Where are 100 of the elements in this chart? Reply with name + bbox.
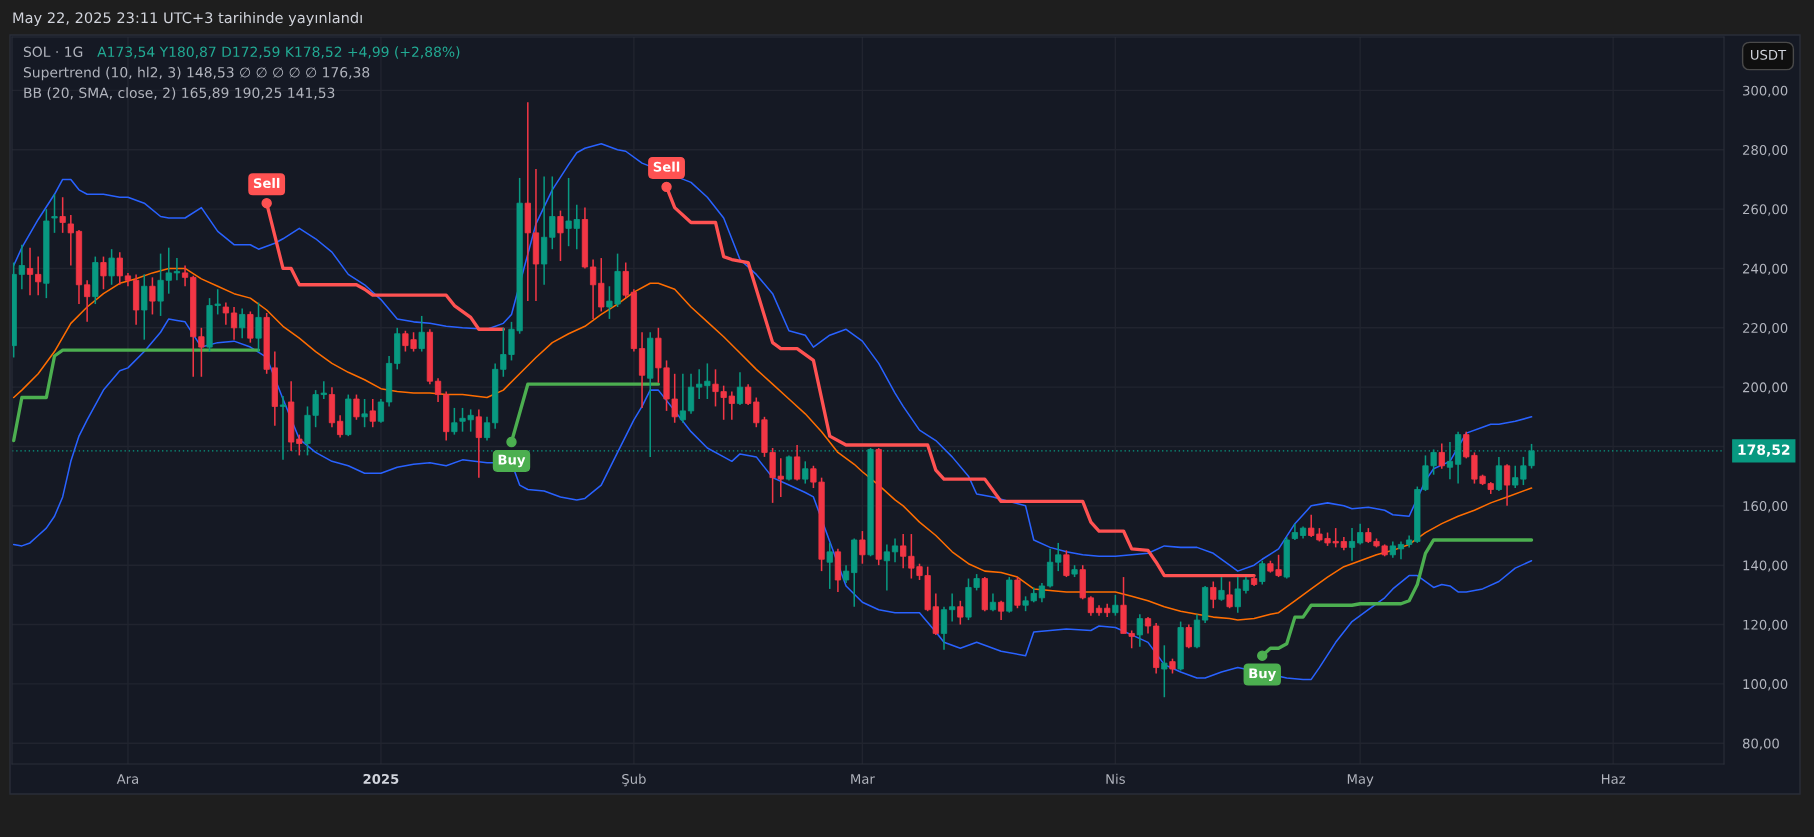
candlestick: [141, 273, 148, 341]
candlestick: [255, 301, 262, 353]
candlestick: [1259, 559, 1266, 586]
candlestick: [108, 248, 115, 286]
candlestick: [598, 257, 605, 313]
candlestick: [247, 310, 254, 344]
y-tick-label: 200,00: [1743, 382, 1788, 394]
annotation: Sell: [253, 177, 280, 189]
y-tick-label: 260,00: [1743, 204, 1788, 216]
candlestick: [418, 315, 425, 353]
y-tick-label: 220,00: [1743, 323, 1788, 335]
candlestick: [1495, 456, 1503, 492]
candlestick: [337, 414, 344, 439]
candlestick: [181, 264, 189, 288]
candlestick: [949, 592, 956, 623]
candlestick: [998, 600, 1005, 621]
x-tick-label: Ara: [116, 774, 139, 784]
candlestick: [1503, 463, 1511, 507]
candlestick: [557, 209, 564, 262]
candlestick: [26, 246, 34, 296]
candlestick: [679, 373, 686, 424]
annotation: Buy: [1249, 668, 1277, 681]
candlestick: [100, 255, 107, 290]
candlestick: [589, 258, 597, 320]
candlestick: [1038, 582, 1046, 604]
candlestick: [622, 261, 629, 299]
candlestick: [67, 214, 74, 267]
point: [1257, 650, 1268, 661]
candlestick: [940, 605, 948, 651]
candlestick: [296, 433, 303, 457]
candlestick: [1348, 527, 1356, 562]
y-tick-label: 80,00: [1742, 738, 1779, 750]
candlestick: [785, 454, 793, 482]
candlestick: [1226, 580, 1233, 609]
candlestick: [1210, 580, 1217, 609]
candlestick: [51, 193, 58, 234]
candlestick: [793, 444, 801, 482]
candlestick: [957, 600, 964, 626]
candlestick: [826, 542, 833, 590]
y-axis-title: USDT: [1751, 49, 1787, 60]
annotation: BB (20, SMA, close, 2) 165,89 190,25 141,53: [24, 87, 335, 100]
y-tick-label: 240,00: [1743, 263, 1788, 275]
candlestick: [859, 530, 866, 565]
candlestick: [353, 393, 360, 421]
candlestick: [18, 243, 25, 290]
x-tick-label: Mar: [851, 774, 875, 784]
candlestick: [1055, 542, 1062, 572]
candlestick: [1161, 644, 1168, 698]
y-tick-label: 140,00: [1743, 560, 1788, 572]
candlestick: [1046, 548, 1054, 589]
ref-line-label: 178,52: [1738, 444, 1790, 457]
candlestick: [173, 257, 181, 282]
candlestick: [361, 398, 368, 428]
candlestick: [239, 307, 246, 339]
candlestick: [222, 301, 229, 326]
candlestick: [483, 416, 491, 442]
candlestick: [883, 543, 890, 592]
candlestick: [369, 398, 376, 428]
candlestick: [1438, 442, 1445, 470]
chart-subtitle: May 22, 2025 23:11 UTC+3 tarihinde yayınlandı: [13, 11, 362, 27]
y-tick-label: 300,00: [1743, 85, 1788, 97]
candlestick: [1136, 613, 1143, 648]
candlestick: [149, 276, 156, 316]
candlestick: [475, 408, 482, 479]
candlestick: [451, 407, 458, 436]
candlestick: [1218, 576, 1225, 602]
point: [661, 181, 672, 193]
candlestick: [1063, 549, 1070, 578]
candlestick: [279, 395, 287, 461]
y-tick-label: 160,00: [1743, 501, 1788, 513]
point: [261, 197, 272, 209]
candlestick: [1087, 595, 1094, 617]
annotation: Sell: [653, 161, 680, 172]
annotation: A173,54 Y180,87 D172,59 K178,52 +4,99 (+2,88%): [97, 46, 460, 59]
candlestick: [1185, 623, 1192, 650]
candlestick: [549, 175, 556, 250]
text: SOL · 1G: [23, 46, 83, 58]
x-tick-label: Haz: [1601, 774, 1626, 784]
x-tick-label: Nis: [1106, 773, 1125, 784]
y-tick-label: 100,00: [1743, 679, 1788, 691]
candlestick: [802, 460, 809, 485]
line-series: [12, 267, 1533, 621]
candlestick: [230, 306, 238, 341]
x-tick-label: May: [1347, 774, 1374, 787]
candlestick: [1112, 594, 1119, 617]
annotation: Supertrend (10, hl2, 3) 148,53 ∅ ∅ ∅ ∅ ∅ 176,38: [23, 66, 370, 81]
x-tick-label: 2025: [363, 773, 399, 784]
candlestick: [736, 371, 744, 406]
candlestick: [891, 537, 899, 563]
candlestick: [377, 398, 385, 424]
candlestick: [84, 279, 91, 323]
candlestick: [1446, 441, 1454, 480]
candlestick: [1234, 576, 1241, 614]
x-tick-label: Şub: [622, 773, 646, 787]
candlestick: [35, 255, 42, 296]
y-tick-label: 280,00: [1743, 144, 1788, 157]
candlestick: [687, 373, 695, 415]
candlestick: [59, 196, 66, 234]
candlestick: [434, 377, 442, 403]
line-series: [12, 143, 1533, 572]
